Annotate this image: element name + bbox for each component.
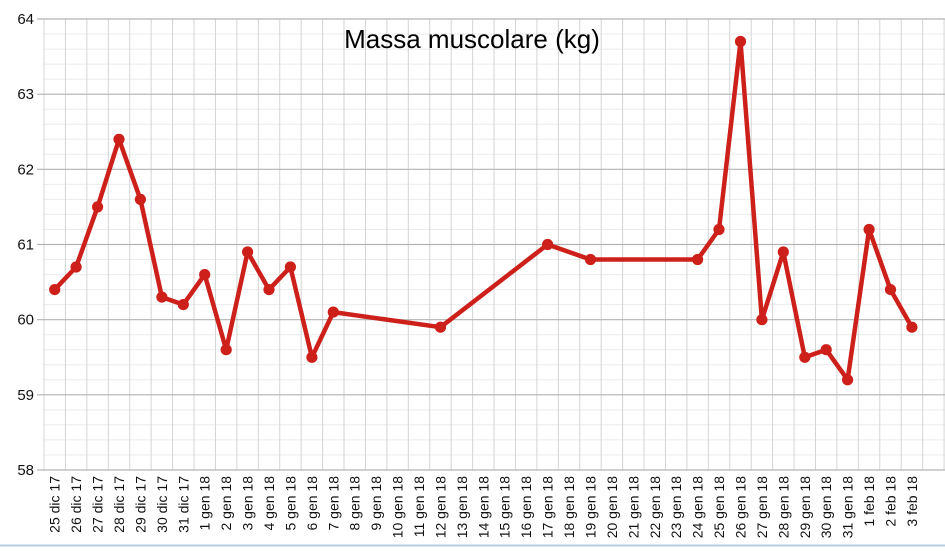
y-tick-label: 64 xyxy=(17,11,34,28)
bottom-window-rule xyxy=(0,544,945,547)
data-point-marker xyxy=(263,284,275,296)
data-point-marker xyxy=(584,253,597,266)
chart-title: Massa muscolare (kg) xyxy=(344,24,600,54)
data-point-marker xyxy=(884,284,897,296)
x-tick-label: 19 gen 18 xyxy=(583,476,599,538)
x-tick-label: 5 gen 18 xyxy=(282,476,298,531)
x-tick-label: 10 gen 18 xyxy=(390,476,406,538)
data-point-marker xyxy=(284,261,296,273)
x-tick-label: 22 gen 18 xyxy=(647,476,663,538)
y-tick-label: 62 xyxy=(17,161,34,178)
x-tick-label: 21 gen 18 xyxy=(625,476,641,538)
x-tick-label: 28 gen 18 xyxy=(775,476,791,538)
y-tick-label: 63 xyxy=(17,86,34,103)
series-line xyxy=(52,39,915,383)
data-point-marker xyxy=(134,193,146,205)
x-tick-label: 18 gen 18 xyxy=(561,476,577,538)
data-point-marker xyxy=(92,201,104,213)
data-point-marker xyxy=(542,238,554,251)
data-point-marker xyxy=(777,246,789,258)
x-tick-label: 4 gen 18 xyxy=(261,476,277,531)
data-point-marker xyxy=(242,246,254,258)
y-tick-label: 58 xyxy=(17,462,34,479)
x-tick-label: 26 dic 17 xyxy=(68,476,84,533)
x-tick-label: 27 gen 18 xyxy=(754,476,770,538)
x-tick-label: 30 gen 18 xyxy=(818,476,834,538)
data-point-marker xyxy=(49,284,61,296)
x-tick-label: 3 feb 18 xyxy=(904,476,920,527)
data-point-marker xyxy=(199,269,211,281)
data-point-marker xyxy=(820,344,832,356)
x-tick-label: 30 dic 17 xyxy=(154,476,170,533)
x-tick-label: 17 gen 18 xyxy=(540,476,556,538)
x-tick-label: 20 gen 18 xyxy=(604,476,620,538)
data-point-marker xyxy=(734,35,747,48)
x-tick-label: 27 dic 17 xyxy=(90,476,106,533)
x-tick-label: 16 gen 18 xyxy=(518,476,534,538)
x-tick-label: 3 gen 18 xyxy=(240,476,256,531)
series-markers xyxy=(49,35,918,386)
data-point-marker xyxy=(306,351,318,363)
x-tick-label: 29 dic 17 xyxy=(132,476,148,533)
x-tick-label: 26 gen 18 xyxy=(733,476,749,538)
data-point-marker xyxy=(113,133,125,145)
y-axis-tick-labels: 58 59 60 61 62 63 64 xyxy=(17,11,34,479)
x-tick-label: 25 gen 18 xyxy=(711,476,727,538)
y-tick-label: 59 xyxy=(17,387,34,404)
x-tick-label: 2 gen 18 xyxy=(218,476,234,531)
data-point-marker xyxy=(70,261,82,273)
x-tick-label: 8 gen 18 xyxy=(347,476,363,531)
data-point-marker xyxy=(692,253,704,266)
x-tick-label: 1 feb 18 xyxy=(861,476,877,527)
y-tick-label: 61 xyxy=(17,237,34,254)
x-tick-label: 31 dic 17 xyxy=(175,476,191,533)
data-point-marker xyxy=(756,314,768,326)
data-point-marker xyxy=(842,374,854,386)
x-tick-label: 25 dic 17 xyxy=(47,476,63,533)
data-line xyxy=(52,39,915,383)
data-point-marker xyxy=(327,306,339,318)
data-point-marker xyxy=(906,321,918,333)
major-gridlines xyxy=(37,18,945,471)
data-point-marker xyxy=(434,321,447,333)
x-tick-label: 24 gen 18 xyxy=(690,476,706,538)
x-axis-tick-labels: 25 dic 17 26 dic 17 27 dic 17 28 dic 17 29 d… xyxy=(47,476,920,539)
x-tick-label: 13 gen 18 xyxy=(454,476,470,538)
x-tick-label: 6 gen 18 xyxy=(304,476,320,531)
x-tick-label: 1 gen 18 xyxy=(197,476,213,531)
x-tick-label: 14 gen 18 xyxy=(475,476,491,538)
x-tick-label: 12 gen 18 xyxy=(433,476,449,538)
data-point-marker xyxy=(713,223,725,236)
y-tick-label: 60 xyxy=(17,312,34,329)
x-tick-label: 9 gen 18 xyxy=(368,476,384,531)
data-point-marker xyxy=(863,223,875,236)
data-point-marker xyxy=(220,344,232,356)
x-tick-label: 15 gen 18 xyxy=(497,476,513,538)
x-tick-label: 23 gen 18 xyxy=(668,476,684,538)
x-tick-label: 29 gen 18 xyxy=(797,476,813,538)
data-point-marker xyxy=(177,299,189,311)
x-tick-label: 11 gen 18 xyxy=(411,476,427,537)
x-tick-label: 7 gen 18 xyxy=(325,476,341,531)
x-tick-label: 28 dic 17 xyxy=(111,476,127,533)
data-point-marker xyxy=(156,291,168,303)
data-point-marker xyxy=(799,351,811,363)
x-tick-label: 31 gen 18 xyxy=(840,476,856,538)
x-tick-label: 2 feb 18 xyxy=(883,476,899,527)
